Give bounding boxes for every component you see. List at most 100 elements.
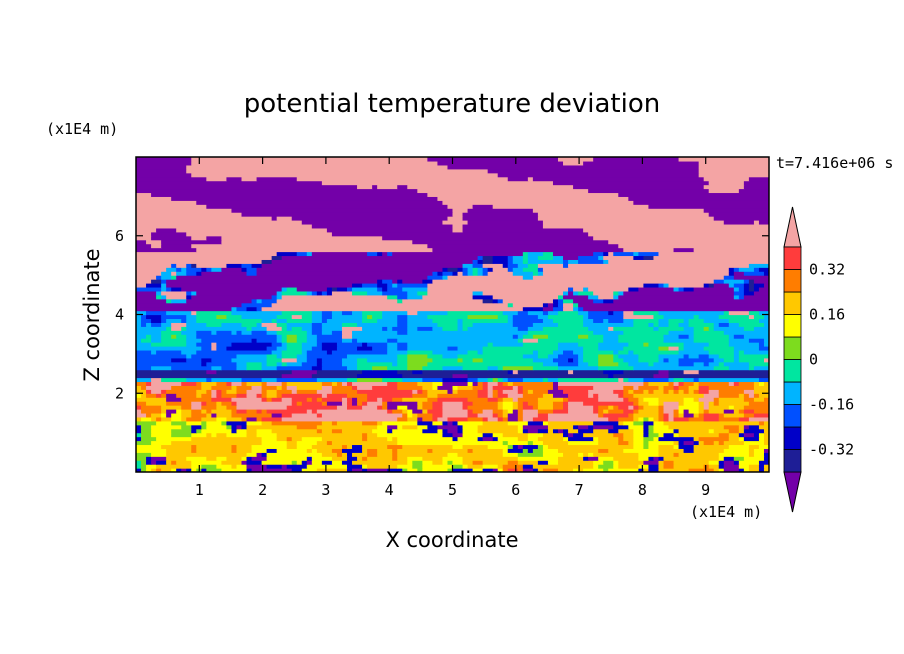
heatmap-cell xyxy=(397,342,408,347)
heatmap-cell xyxy=(758,286,769,292)
heatmap-cell xyxy=(146,412,152,418)
heatmap-cell xyxy=(432,247,624,253)
heatmap-cell xyxy=(728,405,735,410)
heatmap-cell xyxy=(628,342,645,347)
heatmap-cell xyxy=(573,432,584,438)
heatmap-cell xyxy=(231,397,263,402)
heatmap-cell xyxy=(186,294,192,300)
heatmap-cell xyxy=(457,420,484,426)
heatmap-cell xyxy=(678,286,685,292)
heatmap-cell xyxy=(492,385,514,390)
heatmap-cell xyxy=(181,424,192,430)
heatmap-cell xyxy=(161,412,167,418)
heatmap-cell xyxy=(206,401,217,406)
heatmap-cell xyxy=(161,389,167,394)
heatmap-cell xyxy=(397,357,408,363)
heatmap-cell xyxy=(623,432,634,438)
heatmap-cell xyxy=(281,326,288,331)
heatmap-cell xyxy=(191,401,202,406)
heatmap-cell xyxy=(146,381,152,386)
heatmap-cell xyxy=(206,235,223,241)
heatmap-cell xyxy=(678,357,715,363)
heatmap-cell xyxy=(407,346,449,351)
heatmap-cell xyxy=(487,385,494,390)
heatmap-cell xyxy=(186,271,197,276)
heatmap-cell xyxy=(266,393,278,398)
heatmap-cell xyxy=(708,460,720,465)
heatmap-cell xyxy=(181,409,192,414)
heatmap-cell xyxy=(583,346,599,351)
heatmap-cell xyxy=(377,448,393,453)
heatmap-cell xyxy=(316,377,348,383)
heatmap-cell xyxy=(211,389,217,394)
heatmap-cell xyxy=(512,334,519,339)
heatmap-cell xyxy=(186,322,207,327)
heatmap-cell xyxy=(352,460,408,465)
heatmap-cell xyxy=(246,389,263,394)
heatmap-cell xyxy=(231,306,238,312)
heatmap-cell xyxy=(718,416,740,422)
heatmap-cell xyxy=(733,349,740,355)
heatmap-cell xyxy=(341,326,363,331)
heatmap-cell xyxy=(231,385,238,390)
heatmap-cell xyxy=(542,310,549,316)
heatmap-cell xyxy=(763,322,769,327)
heatmap-cell xyxy=(733,381,740,386)
heatmap-cell xyxy=(407,365,423,371)
heatmap-cell xyxy=(382,251,388,257)
heatmap-cell xyxy=(527,448,534,453)
heatmap-cell xyxy=(251,326,268,331)
heatmap-cell xyxy=(763,342,769,347)
heatmap-cell xyxy=(236,405,288,410)
heatmap-cell xyxy=(256,432,278,438)
colorbar: 0.320.160-0.16-0.32 xyxy=(783,206,854,513)
heatmap-cell xyxy=(648,432,660,438)
heatmap-cell xyxy=(151,452,167,457)
heatmap-cell xyxy=(176,393,197,398)
heatmap-cell xyxy=(281,385,288,390)
heatmap-cell xyxy=(171,432,192,438)
heatmap-cell xyxy=(653,416,660,422)
heatmap-cell xyxy=(246,381,263,386)
heatmap-cell xyxy=(281,353,298,359)
heatmap-cell xyxy=(136,227,157,233)
heatmap-cell xyxy=(216,432,228,438)
heatmap-cell xyxy=(517,389,524,394)
heatmap-cell xyxy=(397,385,423,390)
heatmap-cell xyxy=(301,436,323,442)
heatmap-cell xyxy=(251,444,288,449)
heatmap-cell xyxy=(407,353,428,359)
heatmap-cell xyxy=(136,318,142,323)
heatmap-cell xyxy=(753,409,769,414)
heatmap-cell xyxy=(668,416,675,422)
heatmap-cell xyxy=(542,251,554,257)
heatmap-cell xyxy=(477,393,489,398)
heatmap-cell xyxy=(171,326,182,331)
heatmap-cell xyxy=(663,334,680,339)
heatmap-cell xyxy=(578,452,584,457)
heatmap-cell xyxy=(347,456,358,461)
heatmap-cell xyxy=(402,468,408,472)
heatmap-cell xyxy=(568,405,594,410)
heatmap-cell xyxy=(638,401,650,406)
heatmap-cell xyxy=(276,314,293,320)
heatmap-cell xyxy=(763,468,769,472)
heatmap-cell xyxy=(136,361,202,367)
heatmap-cell xyxy=(507,416,519,422)
heatmap-cell xyxy=(658,456,665,461)
heatmap-cell xyxy=(136,286,162,292)
heatmap-cell xyxy=(613,290,619,296)
heatmap-cell xyxy=(472,263,484,268)
heatmap-cell xyxy=(191,424,202,430)
heatmap-cell xyxy=(422,365,444,371)
heatmap-cell xyxy=(738,286,745,292)
heatmap-cell xyxy=(618,436,624,442)
heatmap-cell xyxy=(331,314,363,320)
heatmap-cell xyxy=(136,326,167,331)
heatmap-cell xyxy=(507,176,529,182)
heatmap-cell xyxy=(341,444,348,449)
heatmap-cell xyxy=(136,448,167,453)
heatmap-cell xyxy=(467,381,474,386)
heatmap-cell xyxy=(462,405,469,410)
heatmap-cell xyxy=(492,255,509,260)
